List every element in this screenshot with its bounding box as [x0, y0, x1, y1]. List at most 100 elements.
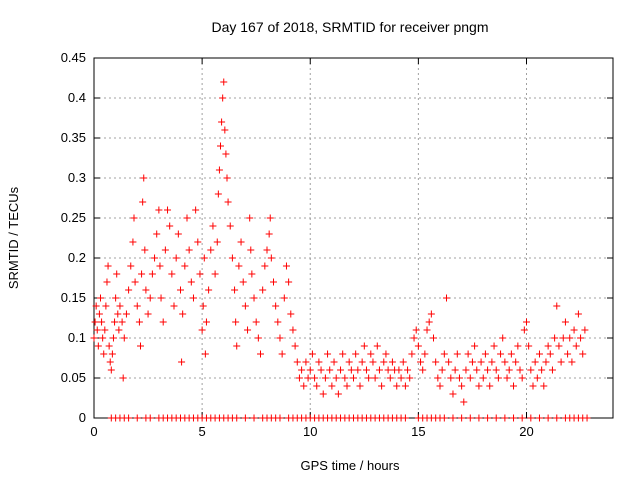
data-point [481, 350, 489, 358]
data-point [326, 366, 334, 374]
data-point [151, 254, 159, 262]
data-point [142, 286, 150, 294]
data-point [133, 302, 141, 310]
data-point [177, 286, 184, 294]
data-point [213, 238, 221, 246]
data-point [553, 302, 561, 310]
data-point [293, 358, 301, 366]
data-point [380, 358, 388, 366]
data-point [170, 302, 178, 310]
baseline-point [518, 414, 526, 422]
data-point [460, 398, 468, 406]
grid-layer [94, 58, 613, 418]
data-point [289, 326, 297, 334]
data-point [581, 326, 589, 334]
data-point [304, 374, 312, 382]
data-point [102, 302, 110, 310]
data-point [91, 318, 99, 326]
data-point [434, 374, 442, 382]
y-tick-label: 0.25 [61, 210, 86, 225]
baseline-point [276, 414, 284, 422]
data-point [282, 262, 290, 270]
data-point [358, 358, 366, 366]
baseline-point [241, 414, 249, 422]
data-point [574, 310, 582, 318]
data-point [198, 326, 206, 334]
data-point [386, 374, 394, 382]
data-point [207, 246, 215, 254]
data-point [408, 350, 416, 358]
data-point [261, 262, 269, 270]
data-point [223, 174, 231, 182]
data-point [274, 318, 282, 326]
x-tick-label: 0 [90, 424, 97, 439]
data-point [535, 350, 543, 358]
data-point [451, 366, 459, 374]
baseline-point [449, 414, 457, 422]
data-point [497, 350, 505, 358]
data-point [373, 342, 381, 350]
data-point [319, 390, 327, 398]
data-point [100, 350, 108, 358]
data-point [542, 358, 550, 366]
data-point [432, 358, 440, 366]
data-point [101, 326, 109, 334]
data-point [378, 382, 386, 390]
data-point [369, 358, 377, 366]
data-point [105, 342, 113, 350]
data-point [531, 358, 539, 366]
data-point [479, 374, 487, 382]
data-point [228, 254, 236, 262]
data-point [99, 334, 107, 342]
data-point [146, 294, 154, 302]
data-point [156, 262, 164, 270]
data-point [129, 238, 137, 246]
data-point [453, 350, 461, 358]
data-point [178, 358, 186, 366]
data-point [544, 342, 552, 350]
data-point [157, 294, 165, 302]
data-point [172, 254, 180, 262]
data-point [362, 366, 370, 374]
data-point [523, 318, 530, 326]
x-tick-label: 20 [519, 424, 533, 439]
baseline-point [475, 414, 483, 422]
data-point [561, 318, 569, 326]
data-point [276, 334, 284, 342]
data-point [266, 214, 274, 222]
data-point [423, 326, 431, 334]
data-point [341, 374, 349, 382]
baseline-point [233, 414, 241, 422]
y-tick-label: 0.45 [61, 50, 86, 65]
data-point [475, 382, 483, 390]
data-point [503, 374, 511, 382]
data-point [345, 358, 353, 366]
y-axis-label: SRMTID / TECUs [6, 186, 21, 289]
data-point [540, 382, 548, 390]
y-tick-label: 0.1 [68, 330, 86, 345]
data-point [218, 118, 226, 126]
data-point [287, 310, 295, 318]
data-point [247, 246, 255, 254]
data-point [217, 142, 225, 150]
y-tick-labels: 0 0.05 0.1 0.15 0.2 0.25 0.3 0.35 0.4 0.45 [61, 50, 86, 425]
data-point [244, 326, 252, 334]
data-point [559, 334, 567, 342]
baseline-point [133, 414, 141, 422]
data-marks [90, 78, 591, 422]
baseline-point [440, 414, 448, 422]
data-point [393, 382, 401, 390]
data-point [516, 366, 524, 374]
data-point [95, 310, 103, 318]
data-point [168, 270, 176, 278]
data-point [438, 366, 446, 374]
data-point [98, 318, 106, 326]
data-point [226, 222, 234, 230]
data-point [527, 366, 535, 374]
data-point [462, 366, 470, 374]
data-point [300, 382, 308, 390]
y-tick-label: 0.05 [61, 370, 86, 385]
baseline-point [501, 414, 509, 422]
data-point [568, 358, 576, 366]
